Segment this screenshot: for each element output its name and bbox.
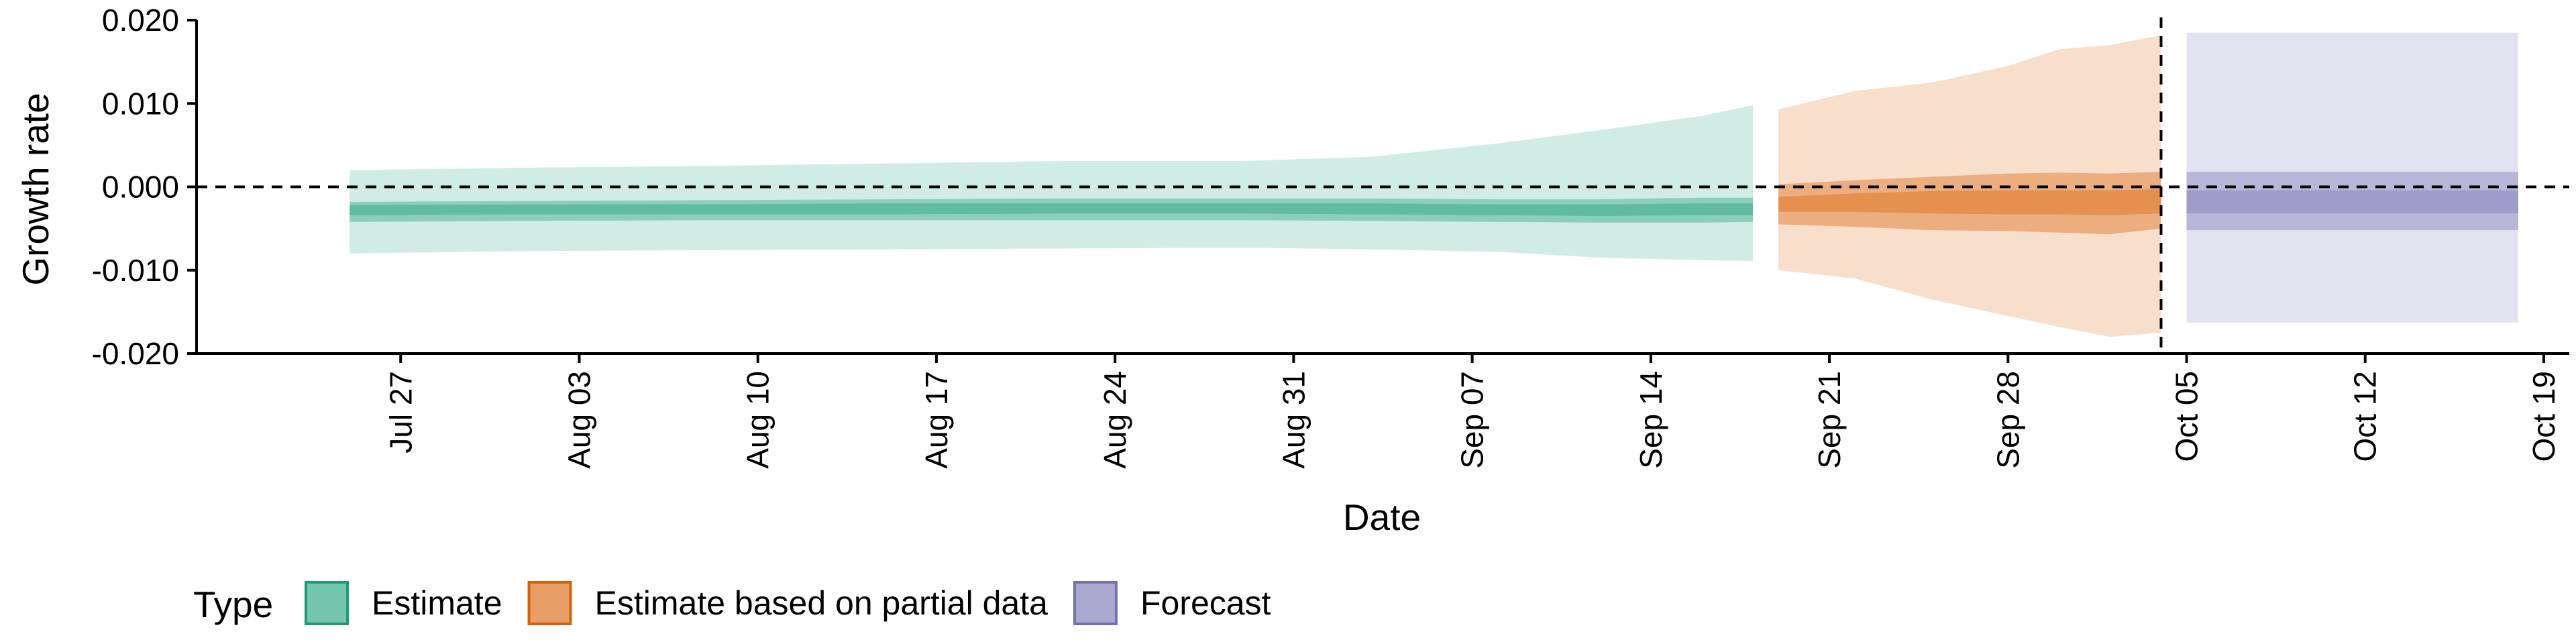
x-tick-label: Sep 14 <box>1633 371 1668 469</box>
x-axis-title: Date <box>1343 496 1421 538</box>
y-tick-label: -0.010 <box>92 253 179 288</box>
x-tick-label: Oct 05 <box>2169 371 2204 462</box>
legend-label-estimate-based-on-partial-data: Estimate based on partial data <box>595 584 1049 622</box>
x-tick-label: Aug 31 <box>1276 371 1311 469</box>
forecast-outer-band <box>2186 32 2518 323</box>
x-tick-label: Aug 10 <box>741 371 775 469</box>
x-tick-label: Sep 21 <box>1812 371 1847 469</box>
ribbon-layer <box>350 32 2518 337</box>
x-tick-label: Jul 27 <box>383 371 418 453</box>
legend: Type Estimate Estimate based on partial d… <box>193 581 1271 625</box>
x-tick-label: Aug 24 <box>1097 371 1132 469</box>
series-forecast <box>2186 32 2518 323</box>
y-tick-label: 0.010 <box>102 86 179 121</box>
legend-key-estimate <box>305 581 349 625</box>
estimate-based-on-partial-data-inner-band <box>1778 189 2161 215</box>
x-tick-label: Aug 17 <box>919 371 954 469</box>
x-tick-label: Sep 07 <box>1455 371 1490 469</box>
estimate-inner-band <box>350 203 1754 216</box>
x-tick-label: Oct 19 <box>2526 371 2561 462</box>
y-tick-label: 0.000 <box>102 170 179 205</box>
legend-key-forecast <box>1073 581 1118 625</box>
estimate-outer-band <box>350 105 1754 262</box>
y-axis-title: Growth rate <box>15 93 56 285</box>
legend-label-forecast: Forecast <box>1140 584 1271 622</box>
x-tick-label: Sep 28 <box>1990 371 2025 469</box>
x-tick-label: Oct 12 <box>2348 371 2383 462</box>
legend-title: Type <box>193 584 273 625</box>
y-tick-label: -0.020 <box>92 336 179 371</box>
series-estimate <box>350 105 1754 262</box>
y-tick-label: 0.020 <box>102 3 179 38</box>
estimate-mid-band <box>350 197 1754 223</box>
legend-label-estimate: Estimate <box>372 584 502 622</box>
legend-key-estimate-based-on-partial-data <box>527 581 572 625</box>
axes: 0.020 0.010 0.000 -0.010 -0.020 Jul 27 Aug 03 A… <box>92 3 2569 469</box>
x-tick-label: Aug 03 <box>562 371 597 469</box>
forecast-inner-band <box>2186 190 2518 214</box>
reference-lines <box>197 17 2569 354</box>
